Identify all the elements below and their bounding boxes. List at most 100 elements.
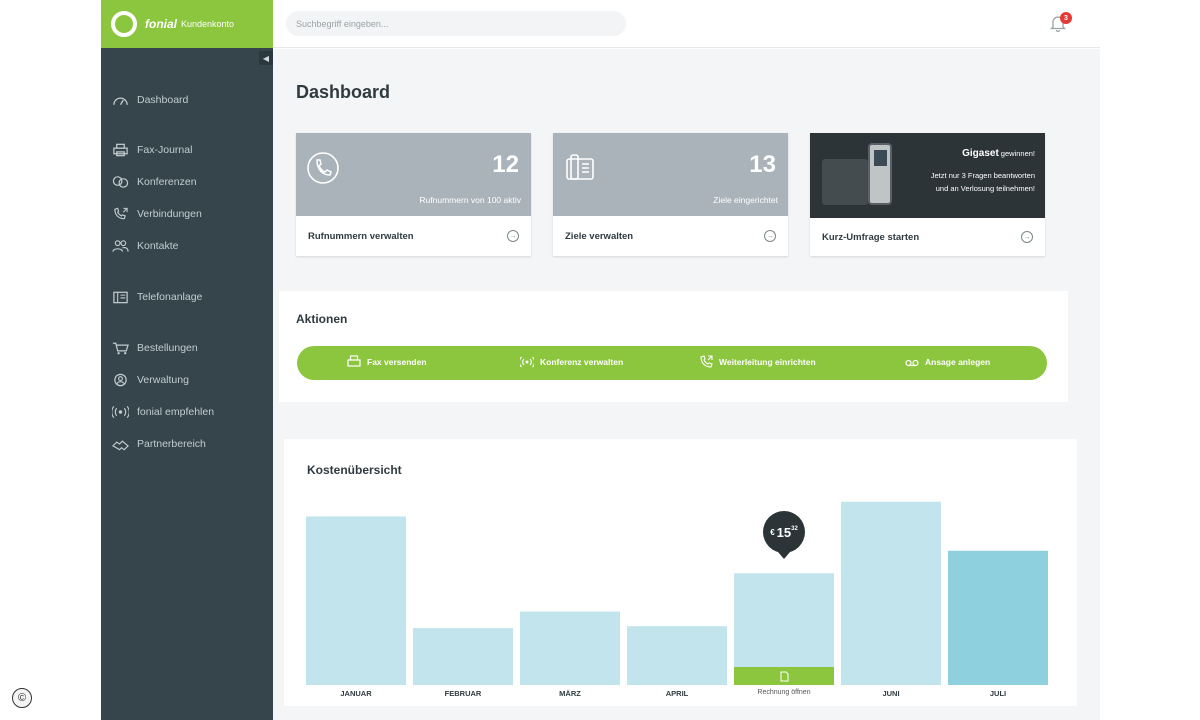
sidebar-item-label: Bestellungen [137,342,198,354]
bar-juli[interactable] [948,550,1048,685]
search-input[interactable] [286,11,626,36]
sidebar-item-label: fonial empfehlen [137,406,215,418]
sidebar-item-label: Telefonanlage [137,291,203,303]
konferenz-verwalten-button[interactable]: Konferenz verwalten [520,355,623,369]
sidebar-item-label: Dashboard [137,94,189,106]
brand-subtitle: Kundenkonto [181,19,235,29]
sidebar-item-label: Verwaltung [137,374,189,386]
sidebar-item-telefonanlage[interactable]: Telefonanlage [111,288,202,306]
bar-märz[interactable] [520,611,620,686]
logo-icon [111,11,137,37]
brand-name: fonial [145,17,177,31]
card-link-rufnummern-verwalten[interactable]: Rufnummern verwalten → [296,216,531,256]
action-label: Ansage anlegen [925,357,991,367]
arrow-right-icon: → [507,230,519,242]
action-label: Weiterleitung einrichten [719,357,816,367]
handset-image [868,143,892,205]
copyright-icon: © [12,688,32,708]
printer-icon [111,143,129,157]
card-number: 12 [492,151,519,178]
notification-badge: 3 [1060,12,1072,24]
tick-label: MÄRZ [559,689,581,698]
tick-label: JANUAR [340,689,372,698]
costs-panel: Kostenübersicht JANUAR FEBRUAR MÄRZ APRIL Re… [284,439,1077,706]
ansage-anlegen-button[interactable]: Ansage anlegen [905,355,990,369]
tick-label: JULI [989,689,1007,698]
promo-card: Gigaset gewinnen! Jetzt nur 3 Fragen bean… [810,133,1045,256]
desk-phone-icon [566,154,594,180]
chat-bubbles-icon [111,175,129,189]
sidebar-item-verwaltung[interactable]: Verwaltung [111,371,189,389]
card-ziele: 13 Ziele eingerichtet Ziele verwalten → [553,133,788,256]
broadcast-icon [111,405,129,419]
main-content: Dashboard 12 Rufnummern von 100 aktiv Ru… [273,49,1100,720]
promo-banner[interactable]: Gigaset gewinnen! Jetzt nur 3 Fragen bean… [810,133,1045,218]
people-icon [111,239,129,253]
user-circle-icon [111,373,129,387]
sidebar-item-fax-journal[interactable]: Fax-Journal [111,141,192,159]
arrow-right-icon: → [1021,231,1033,243]
phone-arrows-icon [111,207,129,221]
card-subtitle: Ziele eingerichtet [713,195,778,205]
card-link-ziele-verwalten[interactable]: Ziele verwalten → [553,216,788,256]
collapse-sidebar-button[interactable]: ◀ [259,51,273,65]
tick-label: FEBRUAR [444,689,482,698]
bar-februar[interactable] [413,628,513,685]
sidebar-item-konferenzen[interactable]: Konferenzen [111,173,197,191]
sidebar-item-dashboard[interactable]: Dashboard [111,91,188,109]
arrow-right-icon: → [764,230,776,242]
fax-versenden-button[interactable]: Fax versenden [347,355,427,369]
cart-icon [111,341,129,355]
sidebar-item-partnerbereich[interactable]: Partnerbereich [111,435,206,453]
actions-title: Aktionen [296,312,348,326]
card-link-label: Rufnummern verwalten [308,230,414,242]
invoice-label[interactable]: Rechnung öffnen [757,689,811,696]
weiterleitung-einrichten-button[interactable]: Weiterleitung einrichten [699,355,816,369]
card-link-label: Kurz-Umfrage starten [822,231,920,243]
base-station-image [822,159,868,205]
handshake-icon [111,437,129,451]
sidebar-item-label: Kontakte [137,240,179,252]
card-link-umfrage[interactable]: Kurz-Umfrage starten → [810,218,1045,256]
actions-panel: Aktionen Fax versenden Konferenz verwalt… [279,291,1068,402]
sidebar: fonial Kundenkonto ◀ Dashboard Fax-Journ… [101,0,273,720]
voicemail-icon [905,359,919,367]
sidebar-item-fonial-empfehlen[interactable]: fonial empfehlen [111,403,214,421]
card-subtitle: Rufnummern von 100 aktiv [419,195,521,205]
action-label: Konferenz verwalten [540,357,624,367]
phone-icon [307,152,339,184]
invoice-open-button[interactable] [734,667,834,685]
document-icon [780,671,788,681]
sidebar-item-label: Verbindungen [137,208,202,220]
actions-bar: Fax versenden Konferenz verwalten Weiter… [297,346,1047,380]
bar-juni[interactable] [841,501,941,685]
bar-januar[interactable] [306,516,406,685]
top-bar: 3 [273,0,1100,48]
conference-icon [520,356,534,368]
card-number: 13 [749,151,776,178]
promo-text: Jetzt nur 3 Fragen beantworten und an Ve… [930,171,1035,193]
tick-label: APRIL [665,689,689,698]
page-title: Dashboard [296,82,391,102]
sidebar-item-label: Konferenzen [137,176,197,188]
sidebar-item-label: Fax-Journal [137,144,193,156]
card-header: 12 Rufnummern von 100 aktiv [296,133,531,216]
sidebar-item-verbindungen[interactable]: Verbindungen [111,205,202,223]
cost-tooltip: €15 32 [763,511,805,554]
card-rufnummern: 12 Rufnummern von 100 aktiv Rufnummern v… [296,133,531,256]
pbx-icon [111,290,129,304]
brand-header[interactable]: fonial Kundenkonto [101,0,273,48]
fax-icon [347,355,361,367]
forward-call-icon [700,355,713,368]
card-header: 13 Ziele eingerichtet [553,133,788,216]
promo-brand: Gigaset gewinnen! [962,148,1035,159]
sidebar-item-kontakte[interactable]: Kontakte [111,237,178,255]
sidebar-item-label: Partnerbereich [137,438,206,450]
tooltip-pointer [778,552,790,560]
bar-april[interactable] [627,626,727,685]
action-label: Fax versenden [367,357,427,367]
sidebar-item-bestellungen[interactable]: Bestellungen [111,339,198,357]
bar-mai[interactable] [734,573,834,685]
speedometer-icon [111,93,129,107]
